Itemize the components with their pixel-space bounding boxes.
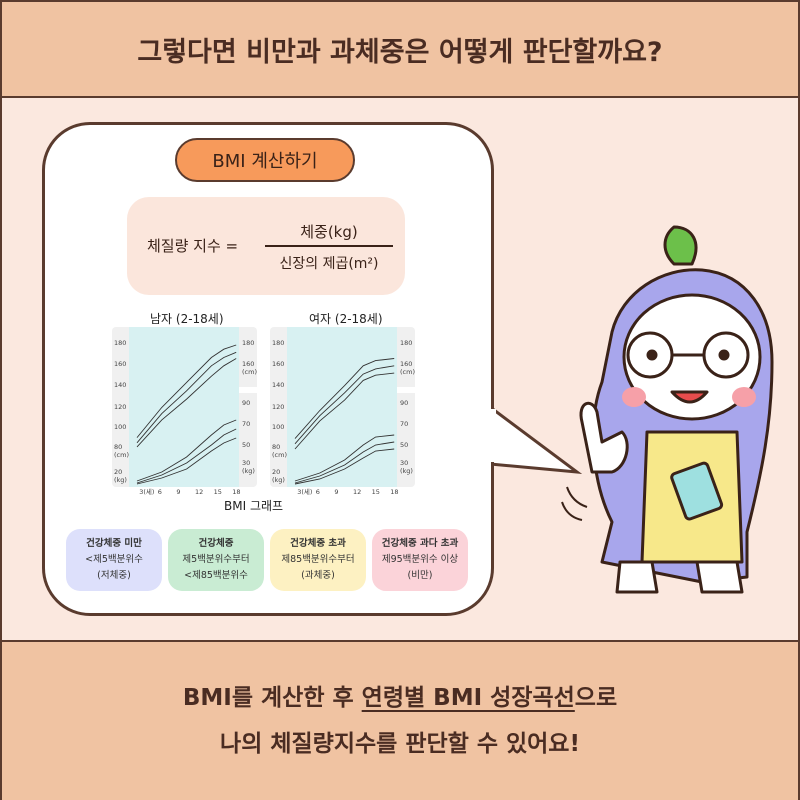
x-tick-label: 18: [232, 488, 240, 496]
weight-percentile-curve: [294, 434, 395, 482]
category-line: <제5백분위수: [85, 554, 143, 565]
y2-tick-label: 70: [242, 420, 250, 428]
footer-line-1: BMI를 계산한 후 연령별 BMI 성장곡선으로: [183, 675, 617, 721]
weight-percentile-curve: [294, 448, 395, 485]
y2-tick-label: 70: [400, 420, 408, 428]
weight-percentile-curve: [136, 419, 237, 482]
male-chart-title: 남자 (2-18세): [150, 312, 224, 326]
y-tick-label: 140: [272, 381, 284, 389]
footer-text: 으로: [574, 685, 618, 711]
leaf-icon: [663, 225, 698, 266]
y2-tick-label: 90: [400, 399, 408, 407]
y-tick-label: 160: [114, 360, 126, 368]
bmi-category-card: 건강체중 미만 <제5백분위수 (저체중): [66, 529, 162, 591]
category-title: 건강체중 미만: [86, 538, 142, 549]
x-tick-label: 15: [214, 488, 222, 496]
x-tick-label: 9: [176, 488, 180, 496]
bmi-formula: 체질량 지수 = 체중(kg) 신장의 제곱(m²): [127, 197, 405, 295]
y-tick-label: 80: [272, 443, 280, 451]
x-tick-label: 3(세): [297, 487, 312, 496]
bmi-calc-button[interactable]: BMI 계산하기: [175, 138, 355, 182]
y-tick-label: 100: [272, 423, 284, 431]
category-line: (비만): [407, 570, 433, 581]
weight-percentile-curve: [294, 441, 395, 484]
y-tick-label: 140: [114, 381, 126, 389]
x-tick-label: 9: [334, 488, 338, 496]
y2-tick-label: 50: [242, 441, 250, 449]
mascot-character: [561, 225, 774, 594]
y-tick-label: 80: [114, 443, 122, 451]
bmi-graph-caption: BMI 그래프: [224, 499, 284, 513]
category-line: 제95백분위수 이상: [381, 554, 459, 565]
bmi-calc-label: BMI 계산하기: [212, 151, 318, 172]
y-tick-label: 180: [272, 339, 284, 347]
footer-line-2: 나의 체질량지수를 판단할 수 있어요!: [220, 731, 580, 757]
y-tick-label: 180: [114, 339, 126, 347]
y-tick-label: 120: [114, 403, 126, 411]
y2-tick-label: 160: [400, 360, 412, 368]
y-tick-label: (kg): [114, 476, 127, 484]
header-banner: 그렇다면 비만과 과체중은 어떻게 판단할까요?: [2, 2, 798, 98]
footer-emphasis: 연령별 BMI 성장곡선: [361, 685, 575, 711]
header-title: 그렇다면 비만과 과체중은 어떻게 판단할까요?: [137, 36, 663, 68]
y-tick-label: 160: [272, 360, 284, 368]
category-title: 건강체중 과다 초과: [381, 538, 459, 549]
category-line: <제85백분위수: [184, 570, 248, 581]
category-line: (저체중): [97, 570, 131, 581]
category-title: 건강체중 초과: [290, 538, 346, 549]
y2-tick-label: 90: [242, 399, 250, 407]
y-tick-label: (kg): [272, 476, 285, 484]
y-tick-label: (cm): [272, 451, 287, 459]
formula-denominator: 신장의 제곱(m²): [279, 256, 379, 272]
formula-numerator: 체중(kg): [300, 223, 358, 241]
height-percentile-curve: [136, 358, 237, 448]
height-percentile-curve: [294, 358, 395, 439]
height-percentile-curve: [136, 351, 237, 444]
weight-percentile-curve: [136, 437, 237, 485]
x-tick-label: 6: [158, 488, 162, 496]
y2-tick-label: (cm): [242, 368, 257, 376]
x-tick-label: 12: [353, 488, 361, 496]
x-tick-label: 12: [195, 488, 203, 496]
y2-tick-label: (cm): [400, 368, 415, 376]
y2-tick-label: 30: [242, 459, 250, 467]
footer-text: BMI를 계산한 후: [182, 685, 362, 711]
y2-tick-label: 180: [400, 339, 412, 347]
category-title: 건강체중: [198, 538, 234, 549]
y-tick-label: 100: [114, 423, 126, 431]
growth-charts: 18016014012010080(cm)20(kg)180160(cm)907…: [112, 327, 415, 496]
height-percentile-curve: [294, 372, 395, 450]
x-tick-label: 3(세): [139, 487, 154, 496]
y2-tick-label: 160: [242, 360, 254, 368]
category-line: 제5백분위수부터: [182, 554, 250, 565]
footer-banner: BMI를 계산한 후 연령별 BMI 성장곡선으로 나의 체질량지수를 판단할 …: [2, 640, 798, 800]
x-tick-label: 6: [316, 488, 320, 496]
y-tick-label: 20: [272, 468, 280, 476]
plot-area: [129, 327, 239, 487]
x-tick-label: 15: [372, 488, 380, 496]
y2-tick-label: 180: [242, 339, 254, 347]
female-chart-title: 여자 (2-18세): [309, 312, 383, 326]
category-line: (과체중): [301, 570, 335, 581]
y-tick-label: (cm): [114, 451, 129, 459]
y2-tick-label: (kg): [400, 467, 413, 475]
height-percentile-curve: [294, 365, 395, 445]
y2-tick-label: (kg): [242, 467, 255, 475]
weight-percentile-curve: [136, 428, 237, 484]
y2-tick-label: 50: [400, 441, 408, 449]
fraction-bar: [265, 245, 393, 247]
y2-tick-label: 30: [400, 459, 408, 467]
y-tick-label: 20: [114, 468, 122, 476]
height-percentile-curve: [136, 344, 237, 438]
formula-lhs: 체질량 지수 =: [147, 237, 239, 255]
y-tick-label: 120: [272, 403, 284, 411]
x-tick-label: 18: [390, 488, 398, 496]
category-line: 제85백분위수부터: [281, 554, 355, 565]
plot-area: [287, 327, 397, 487]
